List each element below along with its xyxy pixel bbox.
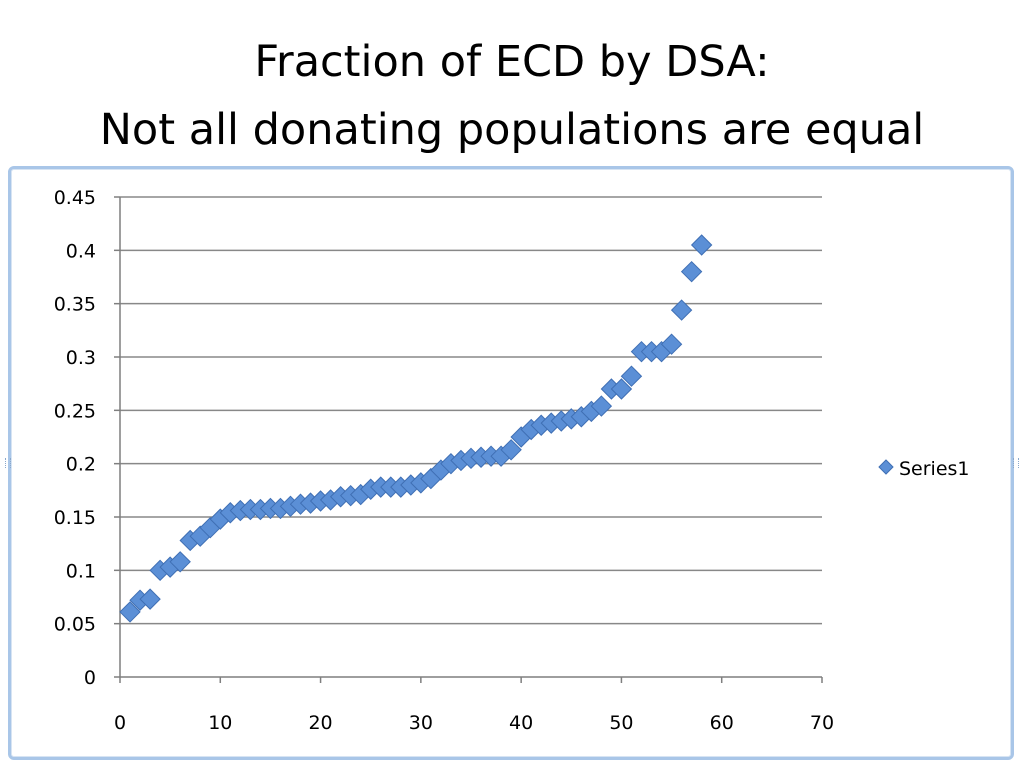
y-tick-label: 0.2 bbox=[66, 454, 96, 476]
y-tick-label: 0.45 bbox=[54, 187, 96, 209]
y-tick-label: 0.05 bbox=[54, 614, 96, 636]
y-tick-label: 0.3 bbox=[66, 347, 96, 369]
data-point bbox=[169, 551, 191, 573]
tick-labels: 0 0.05 0.1 0.15 0.2 0.25 0.3 0.35 0.4 0.45 0 10 20 30… bbox=[54, 187, 834, 734]
data-point bbox=[690, 234, 713, 256]
chart-resize-handle-left[interactable] bbox=[5, 458, 11, 468]
x-tick-label: 50 bbox=[609, 712, 633, 734]
slide-title-line-1: Fraction of ECD by DSA: bbox=[254, 37, 770, 87]
data-point bbox=[670, 299, 693, 321]
data-point bbox=[139, 588, 161, 610]
data-point bbox=[500, 439, 522, 461]
x-tick-label: 70 bbox=[810, 712, 834, 734]
x-tick-label: 10 bbox=[208, 712, 232, 734]
slide-title-line-2: Not all donating populations are equal bbox=[99, 105, 925, 155]
x-tick-label: 40 bbox=[509, 712, 533, 734]
data-point bbox=[610, 378, 633, 400]
data-point bbox=[590, 395, 613, 417]
y-tick-label: 0.25 bbox=[54, 400, 96, 422]
data-points bbox=[119, 234, 713, 623]
data-point bbox=[660, 333, 683, 355]
data-point bbox=[119, 601, 141, 623]
y-tick-label: 0.35 bbox=[54, 294, 96, 316]
slide-title: Fraction of ECD by DSA: Not all donating… bbox=[0, 28, 1024, 164]
chart-resize-handle-right[interactable] bbox=[1013, 458, 1019, 468]
data-point bbox=[680, 260, 703, 283]
y-tick-label: 0.1 bbox=[66, 560, 96, 582]
x-tick-label: 20 bbox=[308, 712, 332, 734]
legend-label: Series1 bbox=[899, 458, 970, 480]
y-tick-label: 0.4 bbox=[66, 240, 96, 262]
y-tick-label: 0 bbox=[84, 667, 96, 689]
gridlines bbox=[120, 196, 822, 625]
legend-marker-icon bbox=[878, 459, 894, 475]
x-tick-label: 60 bbox=[710, 712, 734, 734]
data-point bbox=[620, 365, 643, 387]
axes bbox=[114, 196, 823, 683]
x-tick-label: 30 bbox=[409, 712, 433, 734]
legend: Series1 bbox=[878, 458, 970, 480]
x-tick-label: 0 bbox=[114, 712, 126, 734]
y-tick-label: 0.15 bbox=[54, 507, 96, 529]
